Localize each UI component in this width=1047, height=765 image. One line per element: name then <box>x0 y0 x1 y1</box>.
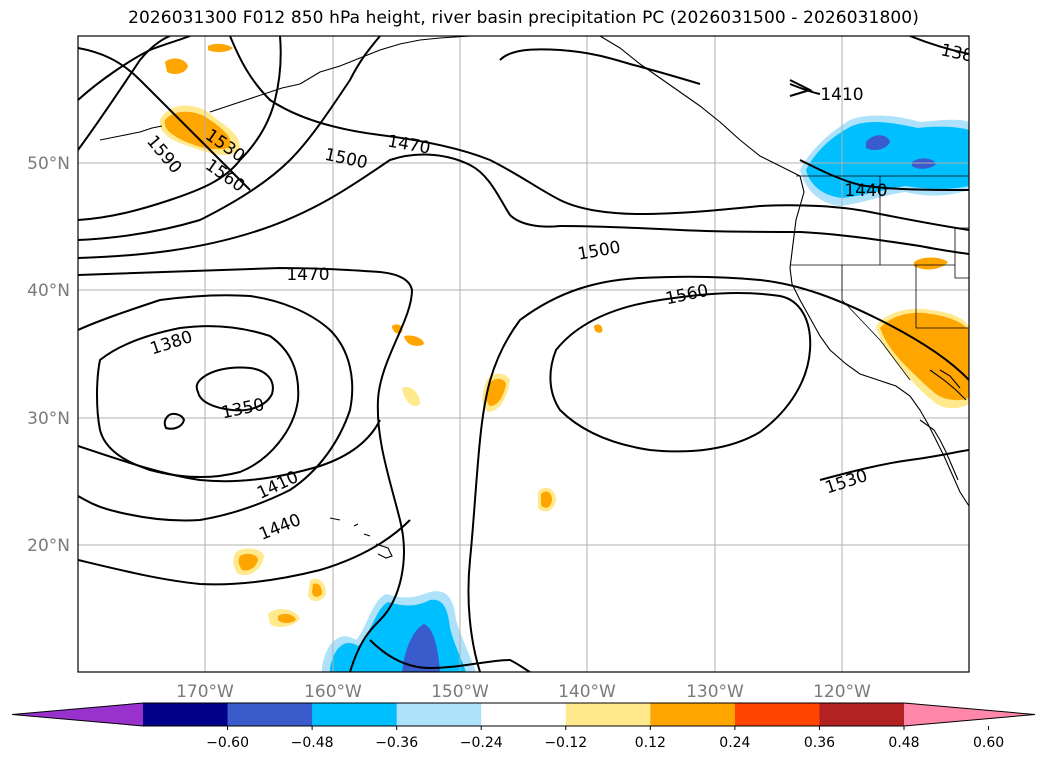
colorbar-tick-label: −0.24 <box>460 735 503 751</box>
contour-label: 1410 <box>820 85 863 105</box>
colorbar-segment <box>734 703 820 726</box>
colorbar-extension-low <box>12 703 143 726</box>
lon-label: 140°W <box>558 682 616 702</box>
colorbar-tick-label: 0.12 <box>635 735 666 751</box>
map-title: 2026031300 F012 850 hPa height, river ba… <box>128 8 919 28</box>
contour-label: 1470 <box>286 265 329 285</box>
lon-label: 160°W <box>304 682 362 702</box>
longitude-labels: 170°W 160°W 150°W 140°W 130°W 120°W <box>176 682 871 702</box>
lat-label: 30°N <box>27 409 70 429</box>
colorbar-segment <box>650 703 736 726</box>
lat-label: 40°N <box>27 281 70 301</box>
latitude-labels: 50°N 40°N 30°N 20°N <box>27 154 70 556</box>
colorbar-tick-label: −0.12 <box>544 735 587 751</box>
colorbar <box>11 702 1036 727</box>
colorbar-segment <box>143 703 229 726</box>
colorbar-extension-high <box>904 703 1035 726</box>
colorbar-segment <box>565 703 651 726</box>
colorbar-tick-label: −0.48 <box>291 735 334 751</box>
colorbar-tick-label: 0.36 <box>804 735 835 751</box>
colorbar-tick-label: −0.60 <box>206 735 249 751</box>
colorbar-segment <box>819 703 905 726</box>
lat-label: 20°N <box>27 536 70 556</box>
colorbar-tick-label: −0.36 <box>375 735 418 751</box>
lat-label: 50°N <box>27 154 70 174</box>
lon-label: 170°W <box>176 682 234 702</box>
colorbar-segment <box>227 703 313 726</box>
lon-label: 120°W <box>813 682 871 702</box>
height-contours <box>78 36 969 672</box>
colorbar-tick-label: 0.60 <box>973 735 1004 751</box>
colorbar-ticks: −0.60 −0.48 −0.36 −0.24 −0.12 0.12 0.24 0.36 0.4… <box>206 726 1004 751</box>
coastlines <box>99 36 969 559</box>
colorbar-segment <box>396 703 482 726</box>
colorbar-tick-label: 0.24 <box>719 735 750 751</box>
lon-label: 150°W <box>431 682 489 702</box>
colorbar-outline <box>11 702 1036 727</box>
colorbar-segment <box>312 703 398 726</box>
colorbar-segment <box>481 703 567 726</box>
lon-label: 130°W <box>686 682 744 702</box>
contour-label: 1440 <box>844 181 887 201</box>
colorbar-tick-label: 0.48 <box>888 735 919 751</box>
map-frame <box>77 35 970 673</box>
